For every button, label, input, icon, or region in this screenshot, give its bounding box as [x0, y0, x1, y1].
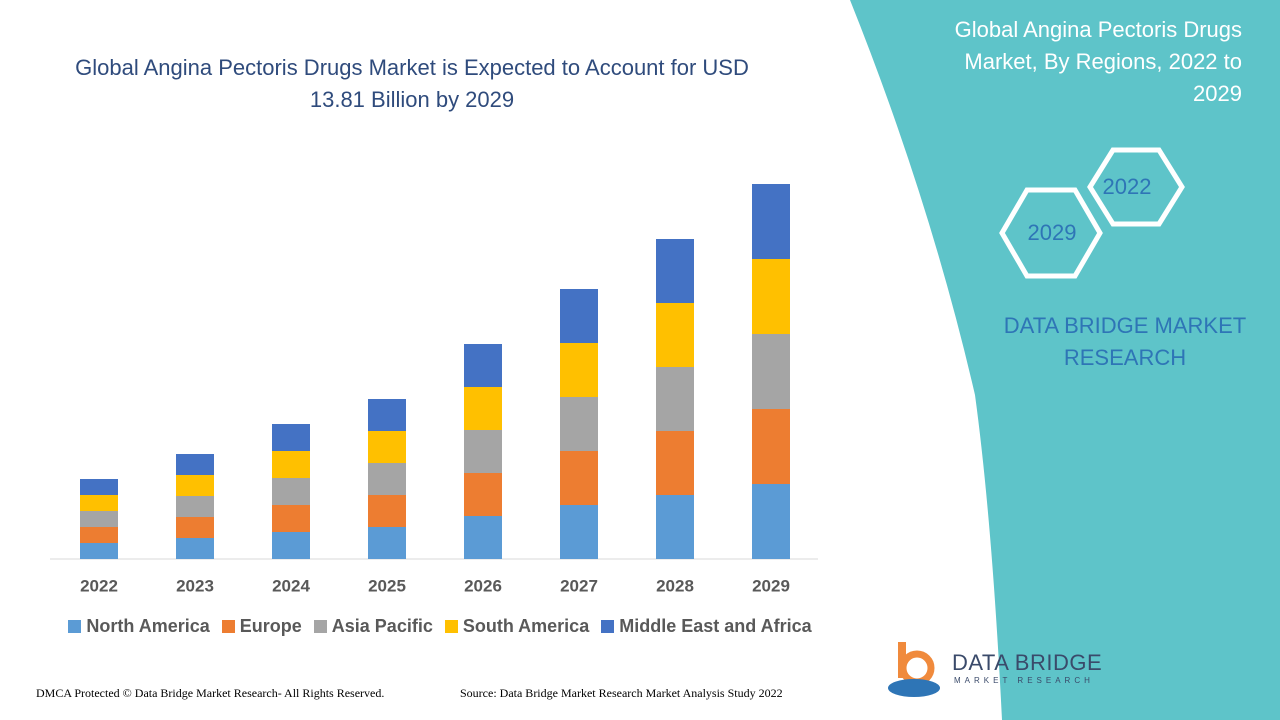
bar-segment	[656, 367, 694, 431]
hexagon	[1087, 147, 1185, 227]
legend-item: Asia Pacific	[313, 616, 433, 637]
bar-segment	[80, 495, 118, 511]
bar-segment	[656, 303, 694, 367]
logo-icon	[888, 642, 940, 697]
x-tick-label: 2027	[560, 576, 598, 595]
hexagon	[999, 187, 1103, 279]
legend-label: North America	[86, 616, 210, 636]
bar-segment	[80, 527, 118, 543]
bar-segment	[752, 334, 790, 409]
bar-segment	[176, 454, 214, 475]
bar-segment	[368, 399, 406, 431]
x-tick-label: 2025	[368, 576, 406, 595]
bar-segment	[80, 543, 118, 559]
x-tick-label: 2022	[80, 576, 118, 595]
bar-segment	[656, 431, 694, 495]
x-tick-label: 2029	[752, 576, 790, 595]
bar-segment	[176, 496, 214, 517]
bar-segment	[272, 505, 310, 532]
bar-segment	[464, 344, 502, 387]
brand-text: DATA BRIDGE MARKET RESEARCH	[1003, 313, 1247, 370]
chart-title: Global Angina Pectoris Drugs Market is E…	[75, 55, 749, 112]
side-panel	[850, 0, 1280, 720]
legend-item: South America	[444, 616, 590, 637]
logo-name: DATA BRIDGE	[952, 650, 1103, 675]
bar-segment	[464, 430, 502, 473]
bar-segment	[656, 239, 694, 303]
legend-label: Europe	[239, 616, 302, 636]
legend-item: North America	[68, 616, 210, 637]
bar-segment	[464, 516, 502, 559]
bar-segment	[80, 511, 118, 527]
bar-segment	[368, 495, 406, 527]
bar-segment	[560, 397, 598, 451]
legend-swatch	[68, 620, 82, 633]
bar-segment	[752, 409, 790, 484]
legend-item: Europe	[221, 616, 302, 637]
x-tick-label: 2024	[272, 576, 310, 595]
legend-swatch	[313, 620, 327, 633]
bar-segment	[752, 259, 790, 334]
legend-swatch	[221, 620, 235, 633]
bar-segment	[560, 289, 598, 343]
bar-segment	[752, 484, 790, 559]
footer-left: DMCA Protected © Data Bridge Market Rese…	[36, 686, 385, 700]
x-tick-label: 2026	[464, 576, 502, 595]
bar-segment	[656, 495, 694, 559]
legend-label: South America	[462, 616, 590, 636]
logo-subtitle: MARKET RESEARCH	[954, 676, 1094, 685]
bar-segment	[80, 479, 118, 495]
bar-segment	[752, 184, 790, 259]
hexagon-label: 2029	[1028, 220, 1077, 245]
x-tick-label: 2023	[176, 576, 214, 595]
bar-segment	[464, 387, 502, 430]
bar-segment	[368, 527, 406, 559]
bar-segment	[272, 451, 310, 478]
bar-segment	[272, 424, 310, 451]
bar-segment	[176, 475, 214, 496]
legend: North America Europe Asia Pacific South Ame…	[50, 616, 830, 637]
bar-segment	[560, 343, 598, 397]
legend-label: Middle East and Africa	[619, 616, 812, 636]
legend-label: Asia Pacific	[331, 616, 433, 636]
bar-segment	[272, 532, 310, 559]
bar-segment	[176, 517, 214, 538]
footer-right: Source: Data Bridge Market Research Mark…	[460, 686, 783, 700]
bar-segment	[560, 451, 598, 505]
bar-segment	[464, 473, 502, 516]
hexagon-label: 2022	[1103, 174, 1152, 199]
panel-title: Global Angina Pectoris Drugs Market, By …	[954, 17, 1242, 106]
bar-segment	[368, 431, 406, 463]
bar-segment	[560, 505, 598, 559]
bar-segment	[368, 463, 406, 495]
legend-swatch	[444, 620, 458, 633]
x-tick-label: 2028	[656, 576, 694, 595]
bar-segment	[176, 538, 214, 559]
legend-item: Middle East and Africa	[601, 616, 812, 637]
bar-segment	[272, 478, 310, 505]
legend-swatch	[601, 620, 615, 633]
